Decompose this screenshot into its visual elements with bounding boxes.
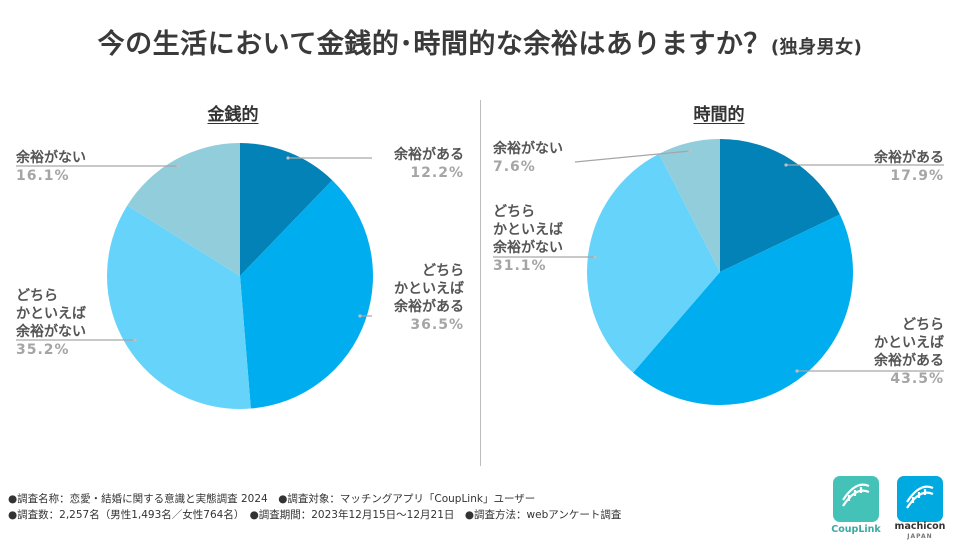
machicon-logo-icon bbox=[906, 485, 934, 509]
pie-slice-money-somewhat-no bbox=[107, 205, 251, 410]
pie-slice-money-no bbox=[127, 143, 240, 276]
pie-slice-time-somewhat-yes bbox=[633, 214, 853, 406]
money-label-somewhat-yes: どちら かといえば 余裕がある 36.5% bbox=[394, 263, 464, 333]
leader-dot-money-somewhat-yes bbox=[358, 314, 362, 318]
machicon-logo bbox=[897, 476, 943, 522]
couplink-logo bbox=[833, 476, 879, 522]
money-label-no: 余裕がない 16.1% bbox=[16, 150, 86, 184]
pie-slice-money-yes bbox=[240, 143, 333, 276]
survey-info-line1: ●調査名称：恋愛・結婚に関する意識と実態調査 2024 ●調査対象：マッチングア… bbox=[8, 493, 536, 505]
chart-title-time: 時間的 bbox=[693, 105, 745, 125]
leader-dot-time-somewhat-yes bbox=[795, 369, 799, 373]
leader-dot-money-somewhat-no bbox=[133, 338, 137, 342]
chart-title-money: 金銭的 bbox=[207, 105, 259, 125]
survey-footer: ●調査名称：恋愛・結婚に関する意識と実態調査 2024 ●調査対象：マッチングア… bbox=[8, 491, 621, 523]
money-label-yes: 余裕がある 12.2% bbox=[394, 147, 464, 181]
time-label-yes: 余裕がある 17.9% bbox=[874, 150, 944, 184]
couplink-logo-icon bbox=[842, 483, 870, 507]
leader-dot-time-somewhat-no bbox=[593, 255, 597, 259]
pie-slice-time-no bbox=[658, 139, 720, 272]
survey-info-line2: ●調査数：2,257名（男性1,493名／女性764名） ●調査期間：2023年… bbox=[8, 509, 622, 521]
time-label-no: 余裕がない 7.6% bbox=[493, 141, 563, 175]
couplink-logo-text: CoupLink bbox=[831, 524, 881, 535]
money-label-somewhat-no: どちら かといえば 余裕がない 35.2% bbox=[16, 288, 86, 358]
leader-line-time-no bbox=[574, 150, 691, 163]
leader-dot-money-yes bbox=[286, 156, 290, 160]
leader-dot-time-no bbox=[688, 149, 692, 153]
pie-slice-money-somewhat-yes bbox=[240, 180, 374, 409]
chart-divider bbox=[480, 100, 481, 466]
time-label-somewhat-yes: どちら かといえば 余裕がある 43.5% bbox=[874, 317, 944, 387]
time-label-somewhat-no: どちら かといえば 余裕がない 31.1% bbox=[493, 204, 563, 274]
page-title: 今の生活において金銭的･時間的な余裕はありますか？(独身男女) bbox=[97, 29, 863, 60]
machicon-logo-text: machicon JAPAN bbox=[894, 521, 946, 541]
pie-slice-time-yes bbox=[720, 139, 840, 272]
leader-dot-money-no bbox=[176, 164, 180, 168]
pie-slice-time-somewhat-no bbox=[587, 153, 720, 373]
leader-dot-time-yes bbox=[784, 163, 788, 167]
